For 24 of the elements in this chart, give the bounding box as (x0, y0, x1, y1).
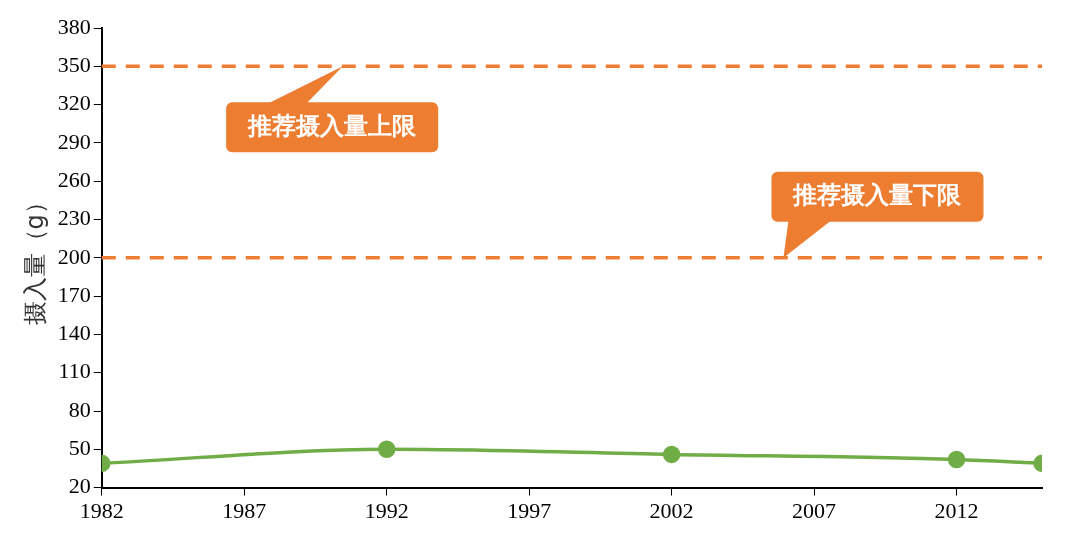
x-tick-label: 2002 (649, 497, 694, 523)
y-tick-label: 20 (68, 473, 91, 499)
point (662, 445, 681, 464)
x-tick-label: 2012 (934, 497, 979, 523)
legend-label: 推荐摄入量上限 (247, 111, 418, 140)
y-tick-label: 380 (57, 13, 91, 39)
y-tick-label: 290 (57, 128, 91, 154)
y-tick-label: 170 (57, 281, 91, 307)
y-tick-label: 80 (68, 396, 91, 422)
x-tick-label: 1987 (222, 497, 267, 523)
y-tick-label: 230 (57, 205, 91, 231)
y-tick-label: 350 (57, 52, 91, 78)
x-tick-label: 1992 (364, 497, 409, 523)
y-tick-label: 320 (57, 90, 91, 116)
x-tick-label: 1997 (507, 497, 552, 523)
y-axis-title: 摄入量（g） (20, 190, 49, 326)
y-tick-label: 140 (57, 320, 91, 346)
y-tick-label: 50 (68, 435, 91, 461)
x-tick-label: 2007 (792, 497, 837, 523)
y-tick-label: 200 (57, 243, 91, 269)
y-tick-label: 260 (57, 166, 91, 192)
y-tick-label: 110 (58, 358, 91, 384)
ref-line-label: 推荐摄入量下限 (792, 181, 963, 210)
x-tick-label: 1982 (79, 497, 124, 523)
